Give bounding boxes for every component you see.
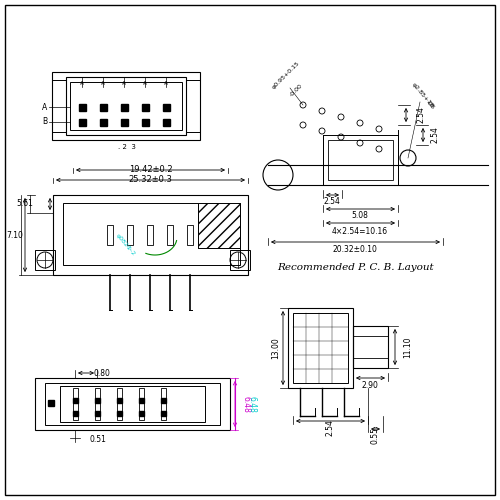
Bar — [160, 398, 166, 402]
Bar — [94, 388, 100, 420]
Text: -0.00: -0.00 — [288, 82, 304, 98]
Bar — [63, 203, 240, 265]
Bar — [100, 118, 106, 126]
Bar — [72, 398, 78, 402]
Bar — [48, 400, 54, 406]
Bar — [53, 195, 248, 275]
Text: 5.61: 5.61 — [16, 200, 33, 208]
Text: 5.08: 5.08 — [352, 212, 368, 220]
Bar — [353, 326, 388, 368]
Text: Recommended P. C. B. Layout: Recommended P. C. B. Layout — [276, 264, 434, 272]
Bar — [353, 336, 388, 358]
Bar — [162, 104, 170, 110]
Text: 2.54: 2.54 — [430, 126, 439, 144]
Text: . 2  3: . 2 3 — [118, 144, 136, 150]
Bar — [293, 313, 348, 383]
Bar — [60, 386, 205, 422]
Text: A: A — [42, 102, 47, 112]
Bar — [198, 203, 240, 248]
Bar — [142, 104, 148, 110]
Bar — [72, 410, 78, 416]
Bar — [138, 410, 143, 416]
Text: 0.80: 0.80 — [94, 368, 111, 378]
Bar — [116, 398, 121, 402]
Bar — [323, 135, 398, 185]
Bar — [94, 398, 100, 402]
Bar — [78, 118, 86, 126]
Bar — [100, 104, 106, 110]
Text: 6.48: 6.48 — [242, 396, 251, 412]
Bar — [187, 225, 193, 245]
Text: -08: -08 — [425, 100, 435, 110]
Bar — [94, 410, 100, 416]
Bar — [186, 80, 200, 132]
Bar — [167, 225, 173, 245]
Bar — [138, 398, 143, 402]
Bar — [116, 410, 121, 416]
Bar — [35, 378, 230, 430]
Text: φ2.85+18: φ2.85+18 — [411, 82, 435, 108]
Bar — [160, 388, 166, 420]
Bar — [116, 388, 121, 420]
Text: 20.32±0.10: 20.32±0.10 — [332, 246, 378, 254]
Text: 4×2.54=10.16: 4×2.54=10.16 — [332, 226, 388, 235]
Bar — [78, 104, 86, 110]
Text: 25.32±0.3: 25.32±0.3 — [128, 176, 172, 184]
Bar — [120, 104, 128, 110]
Bar — [45, 383, 220, 425]
Text: 11.10: 11.10 — [403, 336, 412, 358]
Bar — [288, 308, 353, 388]
Text: 6.48: 6.48 — [248, 396, 257, 412]
Text: 19.42±0.2: 19.42±0.2 — [128, 166, 172, 174]
Text: B: B — [42, 118, 47, 126]
Bar — [147, 225, 153, 245]
Bar — [70, 82, 182, 130]
Bar — [72, 388, 78, 420]
Text: 2.54: 2.54 — [324, 198, 340, 206]
Text: 2.90: 2.90 — [362, 380, 378, 390]
Bar — [127, 225, 133, 245]
Text: 0.55: 0.55 — [370, 428, 380, 444]
Bar — [52, 72, 200, 140]
Bar — [328, 140, 393, 180]
Text: 2.54: 2.54 — [326, 420, 334, 436]
Bar — [138, 388, 143, 420]
Text: 2.54: 2.54 — [416, 106, 425, 124]
Bar — [230, 250, 250, 270]
Bar — [162, 118, 170, 126]
Bar — [198, 203, 240, 248]
Text: 7.10: 7.10 — [6, 230, 23, 239]
Bar — [52, 80, 66, 132]
Bar — [160, 410, 166, 416]
Bar — [142, 118, 148, 126]
Bar — [66, 77, 186, 135]
Text: φ0.95+0.15: φ0.95+0.15 — [271, 60, 301, 90]
Text: φ082Φ-2: φ082Φ-2 — [114, 233, 136, 257]
Bar — [107, 225, 113, 245]
Text: 0.51: 0.51 — [90, 436, 107, 444]
Bar — [35, 250, 55, 270]
Text: 13.00: 13.00 — [271, 337, 280, 359]
Bar — [120, 118, 128, 126]
